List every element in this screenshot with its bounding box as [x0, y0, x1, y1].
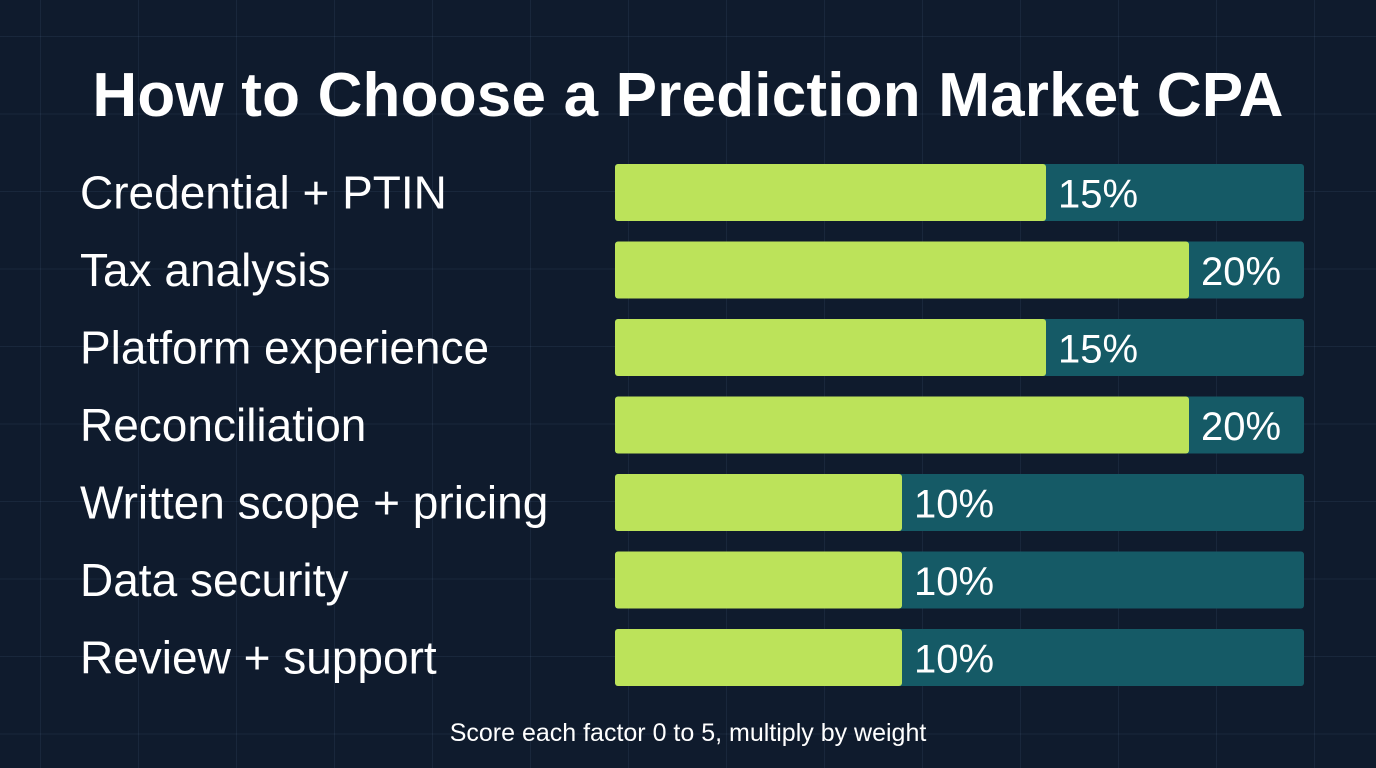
value-label: 15% [1058, 173, 1138, 217]
value-label: 15% [1058, 328, 1138, 372]
bar [615, 551, 902, 609]
category-label: Platform experience [80, 322, 489, 374]
value-label: 10% [914, 560, 994, 604]
category-label: Data security [80, 554, 348, 606]
chart-rows: Credential + PTIN 15% Tax analysis 20% Platf… [80, 164, 1304, 686]
value-label: 20% [1201, 405, 1281, 449]
bar [615, 629, 902, 686]
footnote: Score each factor 0 to 5, multiply by we… [449, 719, 927, 747]
category-label: Tax analysis [80, 244, 331, 296]
category-label: Review + support [80, 632, 437, 684]
category-label: Reconciliation [80, 399, 366, 451]
value-label: 10% [914, 638, 994, 682]
category-label: Credential + PTIN [80, 167, 447, 219]
bar [615, 241, 1189, 299]
value-label: 20% [1201, 250, 1281, 294]
chart-title: How to Choose a Prediction Market CPA [92, 61, 1284, 130]
category-label: Written scope + pricing [80, 477, 548, 529]
bar [615, 396, 1189, 454]
bar [615, 474, 902, 531]
bar [615, 319, 1046, 376]
value-label: 10% [914, 483, 994, 527]
bar [615, 164, 1046, 221]
